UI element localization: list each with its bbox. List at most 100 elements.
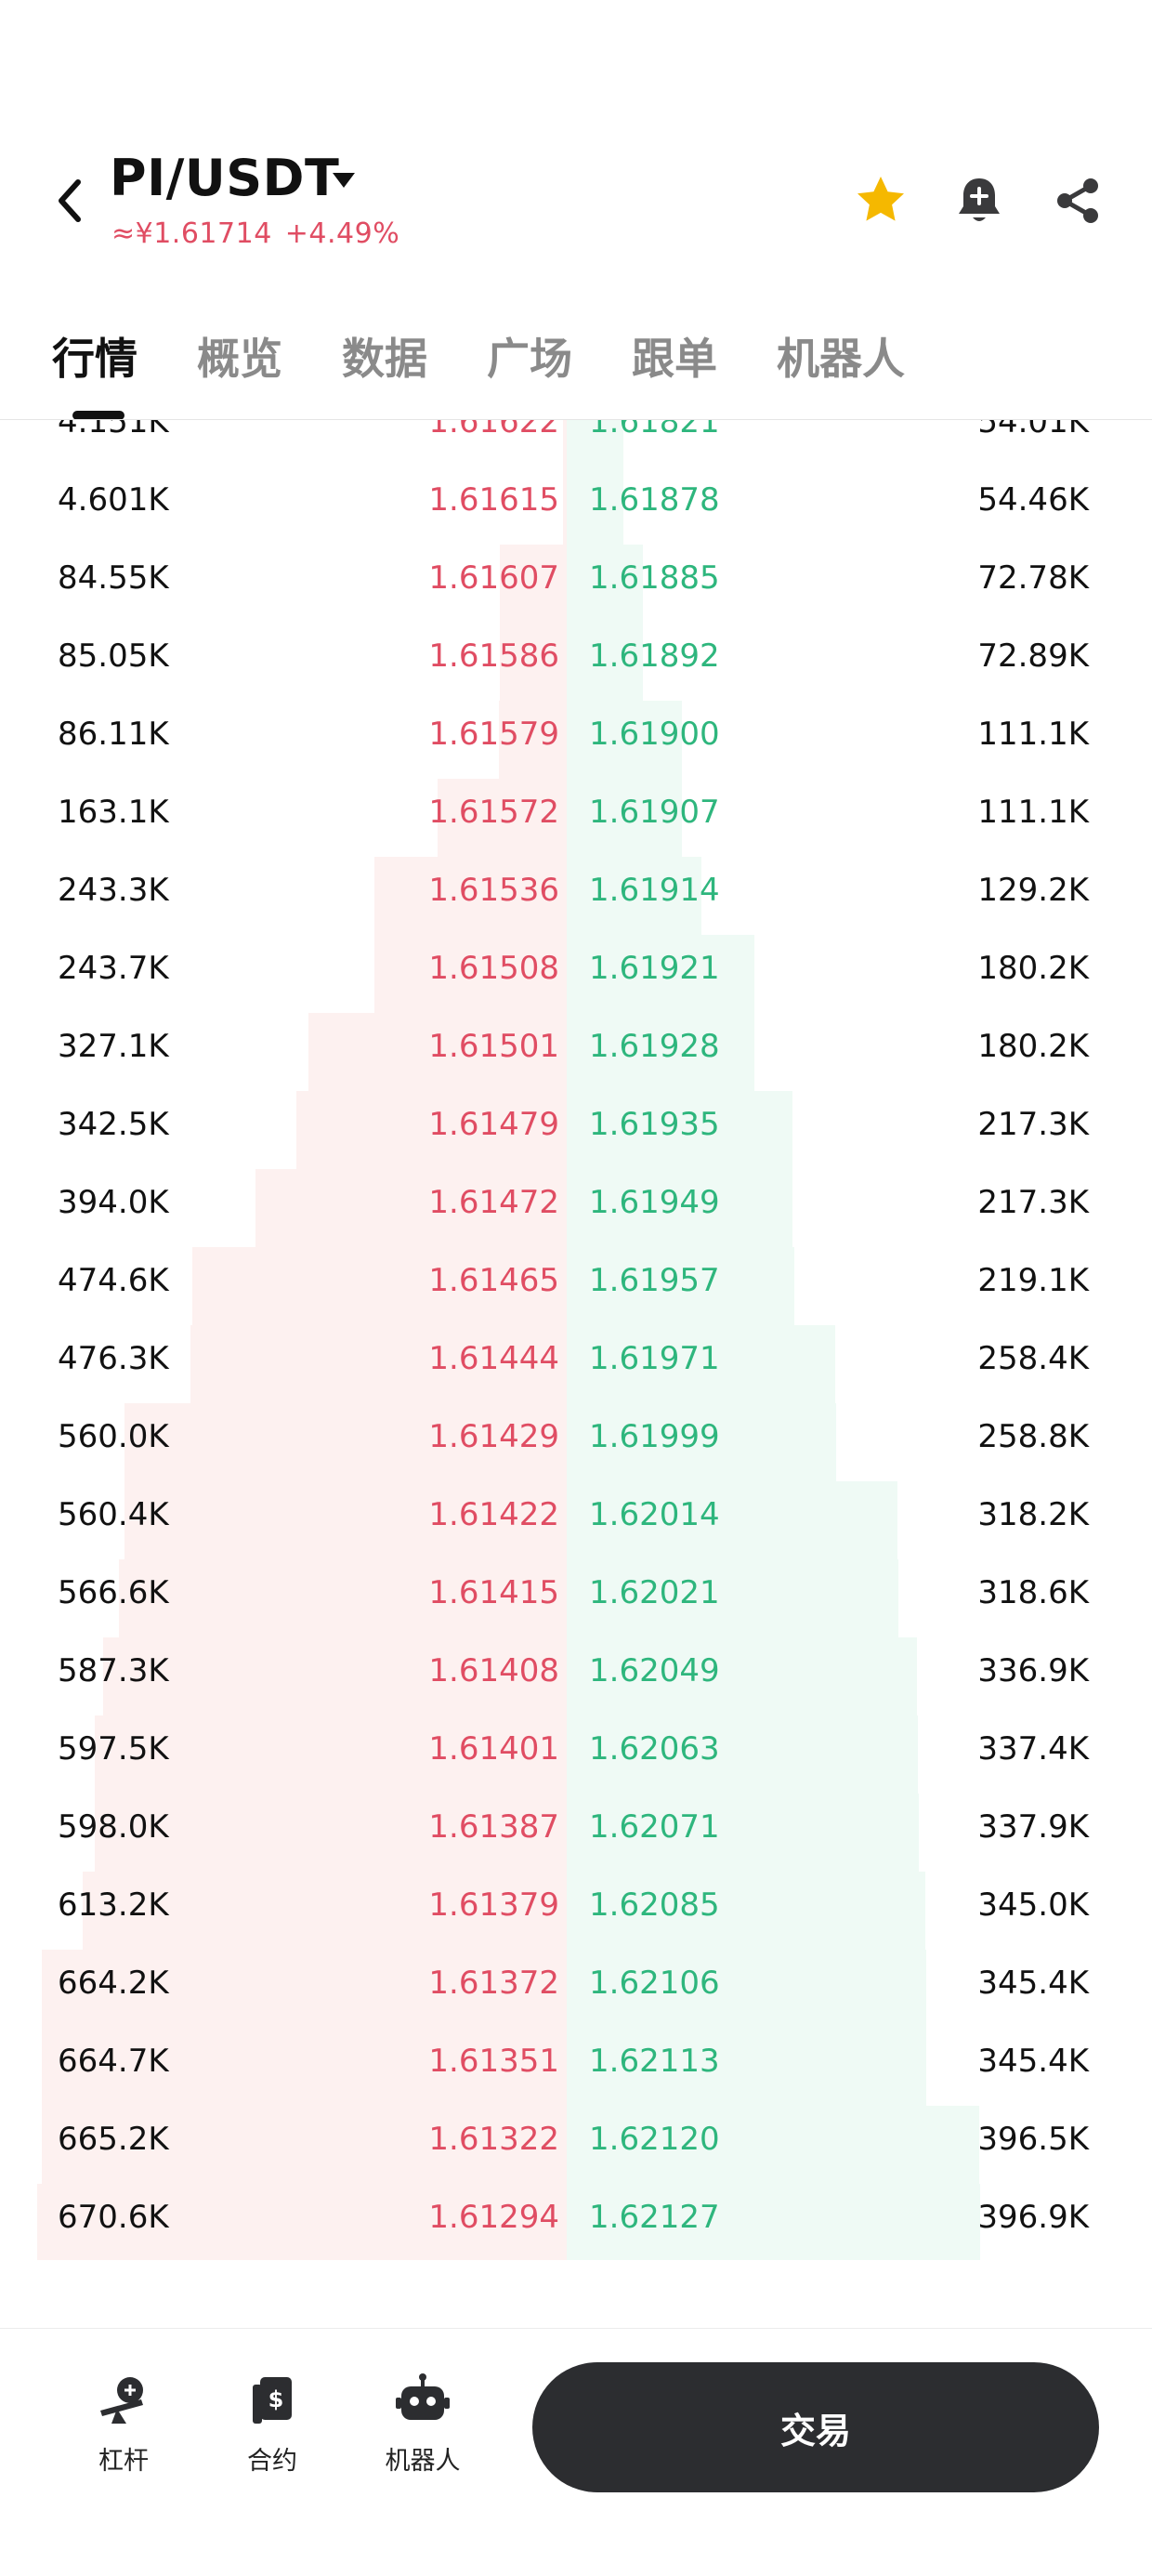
ask-quantity: 318.2K [977,1496,1089,1533]
order-book-row[interactable]: 474.6K 1.61465 1.61957 219.1K [0,1247,1152,1325]
price-alert-button[interactable] [951,173,1007,229]
back-arrow-icon [59,179,81,222]
favorite-button[interactable] [853,173,909,229]
order-book-row[interactable]: 587.3K 1.61408 1.62049 336.9K [0,1637,1152,1715]
bid-quantity: 613.2K [58,1886,169,1924]
order-book-row[interactable]: 664.7K 1.61351 1.62113 345.4K [0,2028,1152,2106]
ask-price: 1.62063 [589,1730,720,1768]
order-book-row[interactable]: 613.2K 1.61379 1.62085 345.0K [0,1872,1152,1950]
order-book-row[interactable]: 342.5K 1.61479 1.61935 217.3K [0,1091,1152,1169]
order-book-row[interactable]: 4.601K 1.61615 1.61878 54.46K [0,467,1152,545]
bid-depth-bar [308,1013,567,1091]
nav-robot-label: 机器人 [385,2447,461,2476]
ask-price: 1.61900 [589,716,720,753]
bid-price: 1.61572 [428,794,559,831]
tab-overview[interactable]: 概览 [197,334,282,384]
ask-depth-bar [567,1950,926,2028]
bid-depth-bar [42,1950,567,2028]
order-book-row[interactable]: 476.3K 1.61444 1.61971 258.4K [0,1325,1152,1403]
bell-icon [959,178,1000,221]
ask-depth-bar [567,1013,754,1091]
ask-quantity: 72.78K [977,559,1089,597]
bid-quantity: 243.7K [58,950,169,987]
order-book-row[interactable]: 163.1K 1.61572 1.61907 111.1K [0,779,1152,857]
tab-market[interactable]: 行情 [52,334,137,384]
order-book-row[interactable]: 598.0K 1.61387 1.62071 337.9K [0,1794,1152,1872]
bid-price: 1.61401 [428,1730,559,1768]
tab-data[interactable]: 数据 [342,334,427,384]
bid-quantity: 243.3K [58,872,169,909]
bid-depth-bar [374,857,567,935]
ask-depth-bar [567,1794,919,1872]
bid-depth-bar [124,1403,567,1481]
order-book-row[interactable]: 84.55K 1.61607 1.61885 72.78K [0,545,1152,623]
ask-price: 1.62113 [589,2043,720,2080]
ask-price: 1.61914 [589,872,720,909]
order-book-row[interactable]: 560.0K 1.61429 1.61999 258.8K [0,1403,1152,1481]
nav-leverage-label: 杠杆 [98,2447,149,2476]
bid-depth-bar [95,1794,567,1872]
nav-leverage[interactable]: 杠杆 [63,2372,184,2492]
ask-price: 1.61921 [589,950,720,987]
ask-quantity: 258.8K [977,1418,1089,1455]
order-book-row[interactable]: 4.151K 1.61622 1.61821 54.01K [0,420,1152,467]
nav-contract[interactable]: $ 合约 [212,2372,333,2492]
ask-quantity: 396.9K [977,2199,1089,2236]
ask-quantity: 217.3K [977,1106,1089,1143]
trade-button[interactable]: 交易 [532,2362,1099,2492]
bid-quantity: 664.7K [58,2043,169,2080]
order-book-row[interactable]: 670.6K 1.61294 1.62127 396.9K [0,2184,1152,2260]
bid-quantity: 474.6K [58,1262,169,1299]
bid-price: 1.61351 [428,2043,559,2080]
order-book[interactable]: 4.151K 1.61622 1.61821 54.01K 4.601K 1.61615 1… [0,420,1152,2260]
tab-copy-trading[interactable]: 跟单 [632,334,717,384]
bid-quantity: 597.5K [58,1730,169,1768]
ask-quantity: 337.9K [977,1808,1089,1846]
bid-depth-bar [563,420,567,467]
ask-price: 1.61999 [589,1418,720,1455]
order-book-row[interactable]: 243.3K 1.61536 1.61914 129.2K [0,857,1152,935]
ask-quantity: 54.46K [977,481,1089,519]
ask-quantity: 180.2K [977,950,1089,987]
bid-quantity: 327.1K [58,1028,169,1065]
order-book-row[interactable]: 394.0K 1.61472 1.61949 217.3K [0,1169,1152,1247]
ask-depth-bar [567,1481,897,1559]
tab-robot[interactable]: 机器人 [777,334,905,384]
ask-price: 1.62127 [589,2199,720,2236]
bid-price: 1.61472 [428,1184,559,1221]
ask-depth-bar [567,935,754,1013]
ask-depth-bar [567,857,701,935]
ask-price: 1.61885 [589,559,720,597]
bid-price: 1.61379 [428,1886,559,1924]
ask-price: 1.62014 [589,1496,720,1533]
order-book-row[interactable]: 86.11K 1.61579 1.61900 111.1K [0,701,1152,779]
order-book-row[interactable]: 560.4K 1.61422 1.62014 318.2K [0,1481,1152,1559]
bid-quantity: 4.151K [58,420,169,440]
ask-depth-bar [567,1169,792,1247]
order-book-row[interactable]: 566.6K 1.61415 1.62021 318.6K [0,1559,1152,1637]
ask-quantity: 111.1K [977,794,1089,831]
order-book-row[interactable]: 664.2K 1.61372 1.62106 345.4K [0,1950,1152,2028]
bid-depth-bar [499,701,567,779]
ask-price: 1.61907 [589,794,720,831]
order-book-row[interactable]: 243.7K 1.61508 1.61921 180.2K [0,935,1152,1013]
price-line: ≈¥1.61714 +4.49% [111,217,399,250]
ask-quantity: 111.1K [977,716,1089,753]
order-book-row[interactable]: 327.1K 1.61501 1.61928 180.2K [0,1013,1152,1091]
bid-quantity: 4.601K [58,481,169,519]
ask-depth-bar [567,701,682,779]
ask-price: 1.62120 [589,2121,720,2158]
bid-depth-bar [119,1559,567,1637]
pair-title[interactable]: PI/USDT [110,149,340,207]
back-button[interactable] [48,173,93,229]
order-book-row[interactable]: 85.05K 1.61586 1.61892 72.89K [0,623,1152,701]
order-book-row[interactable]: 597.5K 1.61401 1.62063 337.4K [0,1715,1152,1794]
bid-price: 1.61607 [428,559,559,597]
pair-selector-caret[interactable] [327,169,360,191]
order-book-row[interactable]: 665.2K 1.61322 1.62120 396.5K [0,2106,1152,2184]
tab-square[interactable]: 广场 [487,334,572,384]
svg-text:$: $ [268,2386,284,2412]
share-button[interactable] [1050,173,1106,229]
nav-robot[interactable]: 机器人 [362,2372,483,2492]
nav-contract-label: 合约 [247,2447,297,2476]
